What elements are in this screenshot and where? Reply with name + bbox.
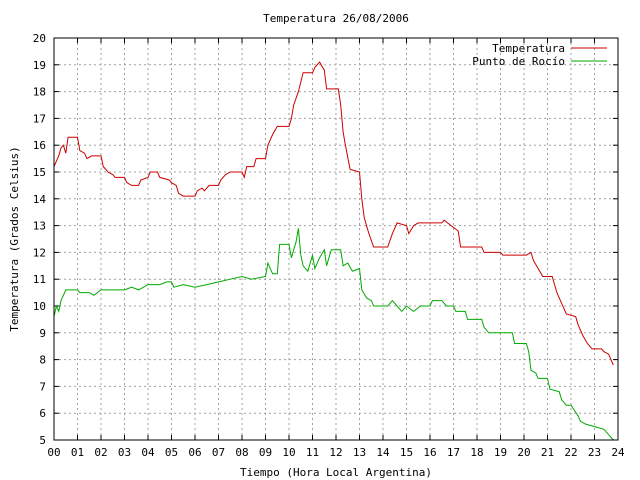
y-tick-label: 14 (33, 193, 47, 206)
legend-label-temperatura: Temperatura (492, 42, 565, 55)
y-axis-label: Temperatura (Grados Celsius) (8, 146, 21, 331)
x-tick-label: 12 (329, 446, 342, 459)
x-tick-label: 16 (423, 446, 436, 459)
x-tick-label: 08 (235, 446, 248, 459)
series-layer (53, 61, 614, 441)
legend-label-punto-de-rocio: Punto de Rocío (472, 55, 565, 68)
y-tick-label: 10 (33, 300, 46, 313)
plot-frame (53, 37, 619, 441)
y-tick-label: 16 (33, 139, 46, 152)
chart-title: Temperatura 26/08/2006 (263, 12, 409, 25)
x-tick-label: 01 (71, 446, 84, 459)
y-tick-label: 13 (33, 220, 46, 233)
x-tick-label: 06 (188, 446, 201, 459)
y-tick-label: 18 (33, 86, 46, 99)
y-tick-label: 12 (33, 246, 46, 259)
x-tick-label: 21 (541, 446, 554, 459)
x-tick-label: 23 (588, 446, 601, 459)
y-tick-label: 5 (39, 434, 46, 447)
x-tick-label: 15 (400, 446, 413, 459)
y-tick-label: 6 (39, 407, 46, 420)
y-tick-label: 7 (39, 380, 46, 393)
series-line-punto-de-rocio (53, 228, 614, 441)
y-tick-labels: 5 6 7 8 9 10 11 12 13 14 15 16 17 18 19 20 (33, 32, 47, 447)
x-tick-label: 11 (306, 446, 319, 459)
x-tick-label: 07 (212, 446, 225, 459)
x-tick-label: 00 (47, 446, 60, 459)
axis-ticks (53, 37, 619, 441)
x-tick-label: 20 (517, 446, 530, 459)
x-tick-label: 09 (259, 446, 272, 459)
x-tick-label: 03 (118, 446, 131, 459)
x-tick-labels: 00 01 02 03 04 05 06 07 08 09 10 11 12 13 14 15 16 17 18 19… (47, 446, 625, 459)
y-tick-label: 11 (33, 273, 46, 286)
grid-lines (54, 38, 618, 440)
x-tick-label: 22 (564, 446, 577, 459)
x-tick-label: 24 (611, 446, 625, 459)
x-tick-label: 05 (165, 446, 178, 459)
y-tick-label: 15 (33, 166, 46, 179)
x-tick-label: 14 (376, 446, 390, 459)
x-tick-label: 19 (494, 446, 507, 459)
y-tick-label: 20 (33, 32, 46, 45)
x-tick-label: 13 (353, 446, 366, 459)
y-tick-label: 19 (33, 59, 46, 72)
x-axis-label: Tiempo (Hora Local Argentina) (240, 466, 432, 479)
x-tick-label: 02 (94, 446, 107, 459)
series-line-temperatura (53, 61, 614, 366)
x-tick-label: 04 (141, 446, 155, 459)
x-tick-label: 17 (447, 446, 460, 459)
x-tick-label: 10 (282, 446, 295, 459)
y-tick-label: 9 (39, 327, 46, 340)
y-tick-label: 8 (39, 354, 46, 367)
x-tick-label: 18 (470, 446, 483, 459)
y-tick-label: 17 (33, 112, 46, 125)
legend: Temperatura Punto de Rocío (472, 42, 607, 68)
